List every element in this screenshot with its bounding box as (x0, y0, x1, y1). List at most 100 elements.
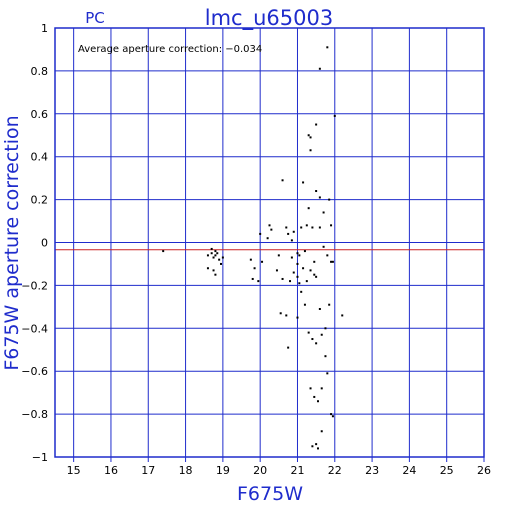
data-point (307, 134, 310, 137)
data-point (275, 269, 278, 272)
data-point (316, 447, 319, 450)
y-tick-label: 0.2 (31, 194, 49, 207)
data-point (292, 230, 295, 233)
data-point (303, 250, 306, 253)
y-tick-label: 0.4 (31, 151, 49, 164)
data-point (298, 254, 301, 257)
data-point (285, 226, 288, 229)
data-point (318, 67, 321, 70)
data-point (214, 254, 217, 257)
data-point (296, 252, 299, 255)
y-tick-label: 0.8 (31, 65, 49, 78)
data-point (257, 280, 260, 283)
data-point (290, 256, 293, 259)
data-point (302, 267, 305, 270)
data-point (309, 387, 312, 390)
data-point (220, 262, 223, 265)
data-point (300, 226, 303, 229)
data-point (285, 314, 288, 317)
data-point (266, 237, 269, 240)
x-tick-label: 18 (179, 464, 193, 477)
data-point (331, 415, 334, 418)
data-point (328, 303, 331, 306)
data-point (287, 346, 290, 349)
data-point (289, 280, 292, 283)
data-point (305, 280, 308, 283)
x-tick-label: 17 (141, 464, 155, 477)
data-point (162, 250, 165, 253)
data-point (302, 181, 305, 184)
data-point (341, 314, 344, 317)
data-points (162, 46, 344, 450)
data-point (324, 327, 327, 330)
data-point (320, 333, 323, 336)
data-point (322, 245, 325, 248)
data-point (218, 258, 221, 261)
x-tick-label: 16 (104, 464, 118, 477)
x-tick-label: 22 (328, 464, 342, 477)
data-point (309, 136, 312, 139)
data-point (324, 355, 327, 358)
data-point (316, 400, 319, 403)
data-point (253, 267, 256, 270)
data-point (307, 207, 310, 210)
data-point (206, 267, 209, 270)
data-point (296, 275, 299, 278)
chart-subtitle: PC (85, 9, 105, 27)
data-point (279, 312, 282, 315)
data-point (270, 228, 273, 231)
data-point (300, 290, 303, 293)
data-point (281, 277, 284, 280)
chart-title: lmc_u65003 (205, 6, 333, 31)
data-point (326, 254, 329, 257)
data-point (315, 190, 318, 193)
y-tick-labels: −1 −0.8 −0.6 −0.4 −0.2 0 0.2 0.4 0.6 0.8 1 (21, 22, 48, 464)
x-tick-label: 20 (253, 464, 267, 477)
data-point (311, 338, 314, 341)
data-point (214, 273, 217, 276)
reference-lines (55, 242, 484, 251)
x-tick-labels: 15 16 17 18 19 20 21 22 23 24 25 26 (67, 464, 491, 477)
data-point (311, 445, 314, 448)
data-point (330, 260, 333, 263)
data-point (214, 250, 217, 253)
x-tick-label: 23 (365, 464, 379, 477)
x-tick-label: 15 (67, 464, 81, 477)
y-tick-label: 1 (41, 22, 48, 35)
data-point (307, 331, 310, 334)
plot-frame (54, 27, 485, 458)
x-axis-label: F675W (237, 483, 303, 505)
grid (55, 27, 485, 462)
data-point (315, 275, 318, 278)
data-point (298, 282, 301, 285)
data-point (322, 211, 325, 214)
data-point (313, 273, 316, 276)
data-point (330, 224, 333, 227)
data-point (210, 247, 213, 250)
average-annotation: Average aperture correction: −0.034 (78, 44, 262, 55)
data-point (328, 198, 331, 201)
data-point (287, 232, 290, 235)
y-tick-label: −0.8 (21, 408, 48, 421)
data-point (210, 252, 213, 255)
data-point (330, 413, 333, 416)
data-point (206, 254, 209, 257)
data-point (212, 269, 215, 272)
data-point (315, 123, 318, 126)
data-point (309, 149, 312, 152)
data-point (326, 372, 329, 375)
data-point (313, 260, 316, 263)
data-point (318, 226, 321, 229)
data-point (305, 224, 308, 227)
data-point (259, 232, 262, 235)
data-point (296, 316, 299, 319)
data-point (303, 303, 306, 306)
x-tick-label: 19 (216, 464, 230, 477)
data-point (313, 395, 316, 398)
y-tick-label: −1 (32, 451, 48, 464)
data-point (251, 277, 254, 280)
data-point (292, 271, 295, 274)
data-point (221, 256, 224, 259)
x-tick-label: 21 (290, 464, 304, 477)
